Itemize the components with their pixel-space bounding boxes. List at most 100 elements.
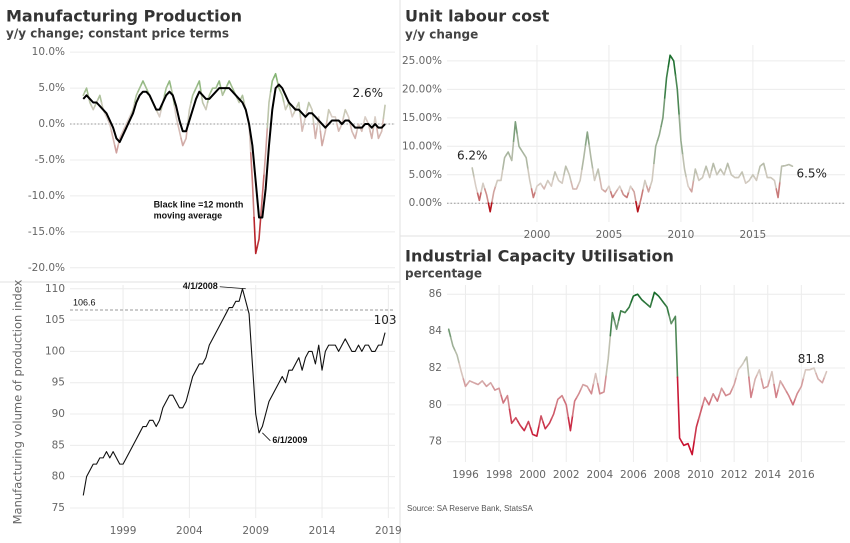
line-segment	[678, 114, 684, 156]
line-segment	[823, 370, 828, 378]
line-segment	[379, 117, 385, 136]
line-segment	[289, 108, 295, 118]
line-segment	[342, 108, 348, 118]
line-segment	[84, 87, 90, 97]
x-tick-label: 2004	[176, 525, 203, 537]
line-segment	[771, 178, 778, 190]
line-segment	[727, 388, 733, 396]
line-segment	[591, 168, 598, 182]
y-tick-label: 100	[45, 345, 65, 357]
line-segment	[595, 168, 601, 180]
line-segment	[613, 319, 620, 331]
line-segment	[550, 405, 557, 420]
line-segment	[773, 383, 780, 399]
line-segment	[479, 380, 486, 385]
line-segment	[496, 387, 502, 397]
line-segment	[501, 154, 508, 170]
line-segment	[483, 188, 490, 205]
line-segment	[157, 108, 162, 118]
line-segment	[239, 94, 245, 104]
line-segment	[322, 119, 328, 140]
line-segment	[802, 369, 809, 379]
line-segment	[609, 191, 616, 199]
y-tick-label: 84	[429, 325, 443, 337]
line-segment	[545, 179, 551, 186]
line-segment	[638, 188, 644, 206]
line-segment	[592, 372, 599, 385]
y-tick-label: 82	[429, 362, 442, 374]
y-tick-label: 95	[52, 377, 65, 389]
line-segment	[739, 171, 745, 179]
line-segment	[259, 173, 265, 219]
line-segment	[685, 176, 691, 190]
line-segment	[692, 168, 698, 182]
line-segment	[779, 165, 785, 183]
line-segment	[517, 420, 523, 429]
line-segment	[588, 382, 595, 395]
line-segment	[537, 182, 544, 187]
y-tick-label: -10.0%	[28, 190, 65, 202]
line-segment	[663, 65, 670, 99]
line-segment	[756, 369, 763, 380]
line-segment	[559, 394, 565, 402]
line-segment	[739, 359, 746, 368]
x-tick-label: 2000	[524, 229, 551, 241]
line-segment	[369, 126, 375, 140]
line-segment	[163, 83, 169, 97]
x-tick-label: 2005	[596, 229, 623, 241]
line-segment	[781, 383, 788, 393]
y-tick-label: 20.00%	[402, 83, 442, 95]
line-segment	[764, 169, 770, 179]
line-segment	[573, 183, 580, 190]
y-tick-label: 75	[52, 502, 65, 514]
line-segment	[655, 293, 662, 300]
line-segment	[552, 171, 558, 180]
line-segment	[505, 151, 511, 158]
line-segment	[316, 116, 322, 133]
line-segment	[530, 188, 536, 199]
y-axis-label: Manufacturing volume of production index	[11, 279, 25, 524]
line-segment	[326, 108, 332, 122]
line-segment	[263, 126, 269, 176]
line-segment	[216, 80, 222, 89]
line-segment	[133, 90, 139, 104]
line-segment	[699, 171, 706, 180]
line-segment	[656, 125, 662, 142]
line-segment	[504, 394, 511, 411]
line-segment	[571, 396, 578, 417]
line-segment	[697, 404, 704, 421]
line-segment	[584, 131, 590, 146]
line-segment	[789, 164, 794, 168]
line-segment	[498, 168, 504, 182]
line-segment	[276, 80, 282, 93]
line-segment	[525, 420, 532, 429]
line-segment	[605, 334, 612, 377]
line-segment	[563, 399, 570, 419]
point-label: 6.2%	[457, 148, 488, 162]
line-segment	[104, 112, 109, 122]
line-segment	[220, 87, 226, 97]
line-segment	[473, 176, 479, 195]
line-segment	[620, 189, 626, 197]
line-segment	[533, 425, 540, 437]
point-label: 103	[374, 313, 397, 327]
line-segment	[253, 216, 259, 255]
line-segment	[602, 188, 608, 193]
line-segment	[750, 173, 756, 179]
line-segment	[542, 421, 549, 430]
annotation-arrow	[262, 432, 271, 442]
x-tick-label: 2009	[242, 525, 269, 537]
line-segment	[790, 398, 796, 406]
line-segment	[609, 311, 616, 337]
line-segment	[512, 121, 518, 142]
line-segment	[458, 362, 465, 380]
line-segment	[710, 392, 717, 401]
line-segment	[309, 105, 315, 125]
line-segment	[601, 374, 607, 394]
line-segment	[176, 123, 182, 140]
line-segment	[717, 168, 724, 173]
point-label: 6.5%	[796, 167, 827, 181]
line-segment	[546, 417, 553, 427]
